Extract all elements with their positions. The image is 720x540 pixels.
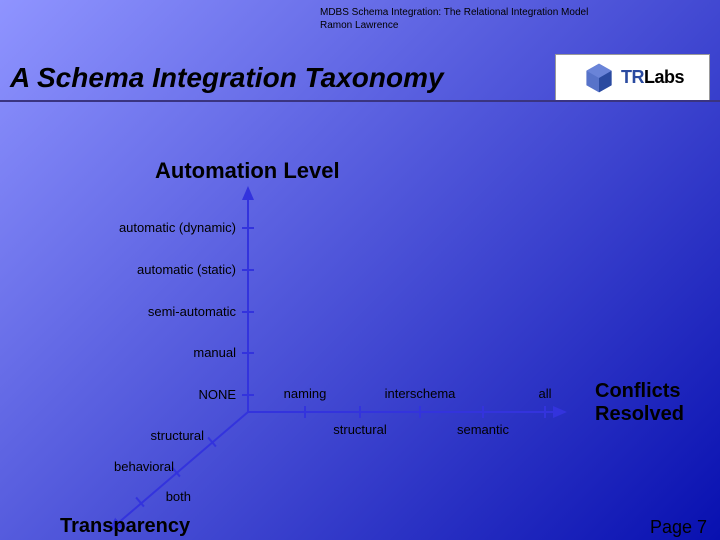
x-tick-label-bottom: structural (315, 422, 405, 437)
conflicts-resolved-label: ConflictsResolved (595, 380, 684, 426)
slide: MDBS Schema Integration: The Relational … (0, 0, 720, 540)
z-tick-label: behavioral (74, 459, 174, 474)
transparency-label: Transparency (60, 515, 190, 538)
y-tick-label: semi-automatic (86, 304, 236, 319)
y-tick-label: automatic (static) (86, 262, 236, 277)
z-tick-label: both (91, 489, 191, 504)
z-tick-label: structural (104, 428, 204, 443)
y-tick-label: automatic (dynamic) (86, 220, 236, 235)
x-tick-label-bottom: semantic (438, 422, 528, 437)
page-number: Page 7 (650, 517, 707, 538)
y-tick-label: NONE (86, 387, 236, 402)
x-tick-label-top: interschema (375, 386, 465, 401)
x-tick-label-top: naming (260, 386, 350, 401)
y-tick-label: manual (86, 345, 236, 360)
x-tick-label-top: all (500, 386, 590, 401)
